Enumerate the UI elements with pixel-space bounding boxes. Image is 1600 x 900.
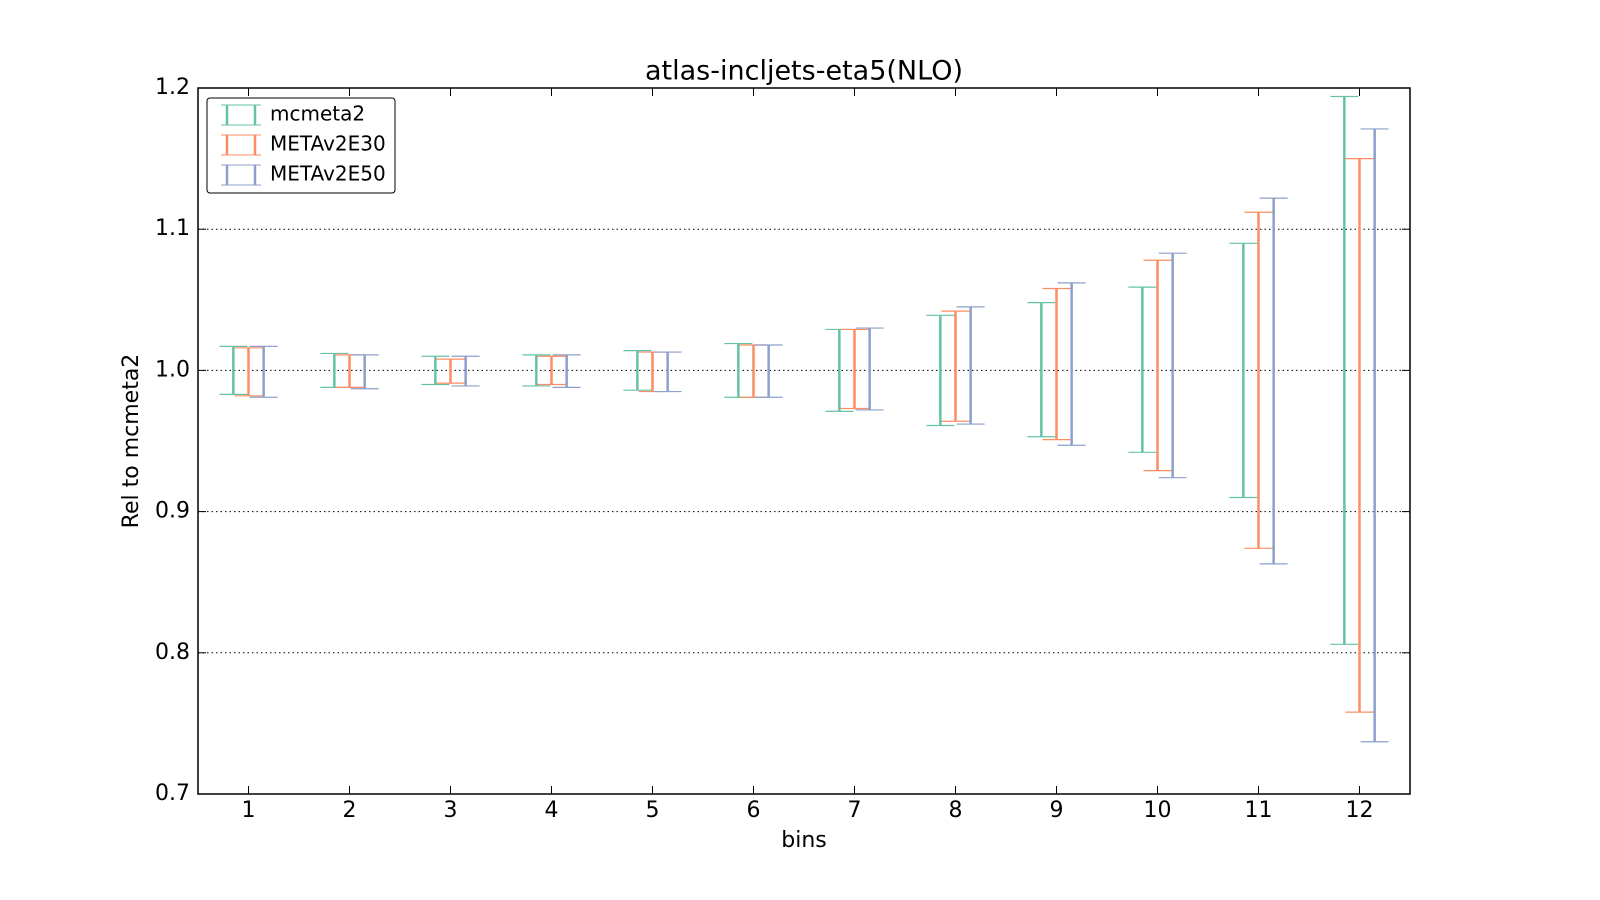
x-tick-label: 1 — [242, 798, 256, 823]
marks — [219, 95, 1389, 743]
y-tick-label: 1.2 — [155, 75, 190, 100]
x-tick-label: 7 — [848, 798, 862, 823]
legend-label: mcmeta2 — [270, 102, 365, 126]
x-axis-label: bins — [781, 828, 826, 853]
legend-label: METAv2E30 — [270, 132, 386, 156]
x-tick-label: 8 — [949, 798, 963, 823]
y-tick-label: 0.8 — [155, 640, 190, 665]
x-tick-label: 4 — [545, 798, 559, 823]
legend: mcmeta2 METAv2E30 METAv2E50 — [206, 97, 396, 194]
y-tick-label: 1.1 — [155, 216, 190, 241]
x-tick-label: 12 — [1346, 798, 1374, 823]
chart-title: atlas-incljets-eta5(NLO) — [645, 56, 963, 87]
x-tick-label: 6 — [747, 798, 761, 823]
plot-frame — [197, 87, 1411, 795]
x-tick-label: 5 — [646, 798, 660, 823]
legend-label: METAv2E50 — [270, 162, 386, 186]
x-tick-label: 2 — [343, 798, 357, 823]
x-tick-label: 11 — [1245, 798, 1273, 823]
x-tick-label: 9 — [1050, 798, 1064, 823]
x-tick-label: 10 — [1144, 798, 1172, 823]
y-tick-label: 1.0 — [155, 357, 190, 382]
y-axis-label: Rel to mcmeta2 — [119, 354, 144, 529]
x-tick-label: 3 — [444, 798, 458, 823]
y-tick-label: 0.9 — [155, 499, 190, 524]
ticks: 0.70.80.91.01.11.21 2 3 4 5 6 7 8 9 10 11 12 — [155, 75, 1410, 823]
y-tick-label: 0.7 — [155, 781, 190, 806]
